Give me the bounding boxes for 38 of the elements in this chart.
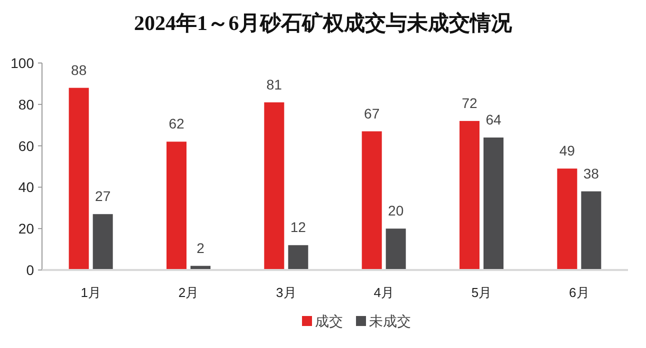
data-label: 64 — [486, 112, 502, 128]
data-label: 88 — [71, 62, 87, 78]
bar — [557, 168, 578, 270]
data-label: 27 — [95, 188, 111, 204]
legend-label: 成交 — [315, 313, 343, 329]
data-label: 38 — [583, 165, 600, 182]
data-label: 67 — [364, 105, 380, 122]
bar — [581, 191, 602, 270]
bar — [288, 245, 308, 270]
bar — [386, 228, 406, 270]
legend-label: 未成交 — [369, 313, 411, 329]
y-tick-label: 60 — [18, 138, 34, 154]
bar — [362, 131, 382, 270]
data-label: 12 — [290, 219, 306, 236]
y-tick-label: 80 — [18, 96, 34, 112]
data-label: 81 — [266, 76, 282, 92]
y-tick-label: 20 — [18, 220, 34, 237]
y-tick-label: 0 — [26, 262, 34, 278]
x-tick-label: 5月 — [471, 285, 492, 300]
data-label: 20 — [388, 202, 404, 219]
x-tick-label: 2月 — [178, 285, 199, 300]
y-tick-label: 40 — [18, 179, 34, 196]
bar — [460, 120, 480, 270]
bar — [92, 214, 113, 270]
x-tick-label: 3月 — [276, 285, 296, 300]
data-label: 62 — [168, 116, 184, 132]
bar — [264, 102, 284, 270]
x-tick-label: 6月 — [569, 285, 590, 300]
bar — [484, 138, 504, 270]
data-label: 2 — [196, 240, 205, 256]
bar — [166, 142, 186, 270]
chart-title: 2024年1～6月砂石矿权成交与未成交情况 — [134, 11, 513, 35]
x-tick-label: 1月 — [80, 285, 101, 300]
data-label: 49 — [559, 142, 576, 159]
data-label: 72 — [462, 94, 478, 111]
y-tick-label: 100 — [10, 55, 34, 71]
x-tick-label: 4月 — [374, 285, 394, 300]
bar — [68, 88, 89, 270]
